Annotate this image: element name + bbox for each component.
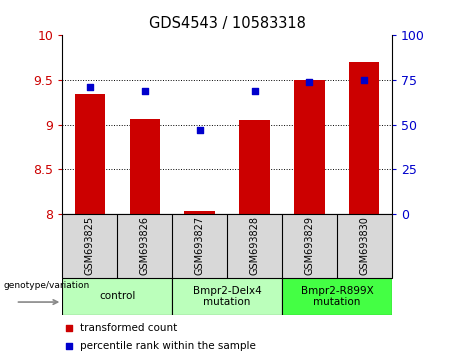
Text: control: control — [99, 291, 136, 302]
Text: transformed count: transformed count — [80, 323, 177, 333]
Text: GSM693825: GSM693825 — [85, 216, 95, 275]
Text: genotype/variation: genotype/variation — [3, 281, 89, 290]
Bar — [349, 62, 379, 214]
Bar — [294, 80, 325, 214]
Text: GSM693829: GSM693829 — [304, 216, 314, 275]
Bar — [184, 211, 215, 214]
Bar — [172, 278, 282, 315]
Point — [251, 88, 258, 94]
Bar — [282, 278, 392, 315]
Text: GSM693827: GSM693827 — [195, 216, 205, 275]
Bar — [62, 278, 172, 315]
Text: Bmpr2-R899X
mutation: Bmpr2-R899X mutation — [301, 286, 373, 307]
Point — [65, 325, 72, 331]
Bar — [239, 120, 270, 214]
Text: GSM693828: GSM693828 — [249, 216, 260, 275]
Point — [141, 88, 148, 94]
Point — [196, 127, 203, 133]
Bar — [75, 93, 105, 214]
Text: GSM693830: GSM693830 — [360, 216, 369, 275]
Point — [361, 77, 368, 83]
Point — [65, 343, 72, 349]
Point — [86, 84, 94, 90]
Bar — [130, 119, 160, 214]
Text: percentile rank within the sample: percentile rank within the sample — [80, 341, 256, 351]
Text: Bmpr2-Delx4
mutation: Bmpr2-Delx4 mutation — [193, 286, 261, 307]
Point — [306, 79, 313, 85]
Title: GDS4543 / 10583318: GDS4543 / 10583318 — [148, 16, 306, 32]
Text: GSM693826: GSM693826 — [140, 216, 150, 275]
